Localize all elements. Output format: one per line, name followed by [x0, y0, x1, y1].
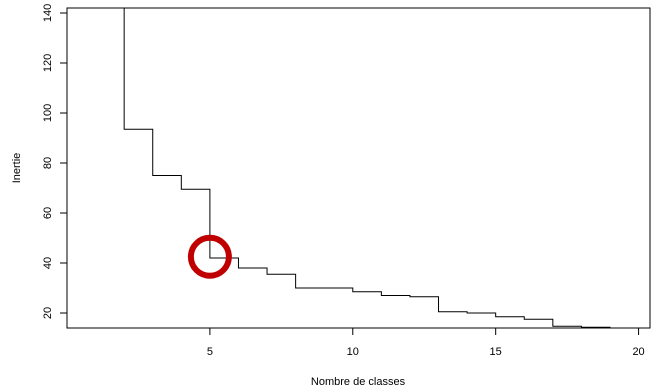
x-axis-title: Nombre de classes: [311, 376, 406, 388]
y-tick-label: 60: [42, 207, 54, 219]
inertia-step-line: [123, 8, 640, 328]
x-tick-label: 15: [490, 346, 502, 358]
y-tick-label: 100: [42, 104, 54, 122]
x-axis: 5 10 15 20: [207, 327, 645, 358]
x-tick-label: 5: [207, 346, 213, 358]
x-tick-label: 10: [347, 346, 359, 358]
y-tick-label: 20: [42, 307, 54, 319]
y-axis: 20 40 60 80 100 120 140: [42, 4, 68, 319]
y-axis-title: Inertie: [11, 153, 23, 184]
plot-frame: [66, 7, 651, 329]
y-tick-label: 140: [42, 4, 54, 22]
elbow-highlight-circle: [187, 234, 232, 279]
y-tick-label: 40: [42, 257, 54, 269]
y-tick-label: 120: [42, 54, 54, 72]
y-tick-label: 80: [42, 157, 54, 169]
x-tick-label: 20: [632, 346, 644, 358]
